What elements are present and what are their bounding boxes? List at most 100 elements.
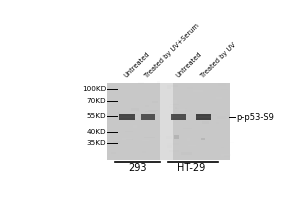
Bar [148,110,158,111]
Text: 293: 293 [128,163,147,173]
Bar [206,85,208,87]
Text: Untreated: Untreated [123,51,151,79]
Bar [152,86,157,89]
Bar [187,138,190,141]
Bar [117,112,120,114]
Text: HT-29: HT-29 [177,163,206,173]
Bar [218,83,226,86]
Bar [222,117,224,120]
Bar [171,100,177,103]
Bar [144,137,154,138]
Bar [182,152,192,155]
Bar [221,154,231,156]
Bar [183,128,192,129]
Bar [167,143,178,145]
Bar [126,139,133,140]
Bar [122,138,132,140]
Bar [171,114,186,120]
Bar [154,135,161,137]
Text: Treated by UV+Serum: Treated by UV+Serum [144,22,200,79]
Bar [119,114,135,120]
Bar [145,105,149,107]
Bar [167,87,171,89]
Bar [133,125,137,128]
Bar [220,89,228,90]
Text: Untreated: Untreated [175,51,203,79]
Bar [160,83,173,160]
Bar [106,134,110,135]
Bar [171,116,186,118]
Bar [131,108,139,111]
Bar [113,141,120,144]
Bar [175,108,187,109]
Text: 35KD: 35KD [86,140,106,146]
Bar [188,145,196,146]
Text: Treated by UV: Treated by UV [200,41,237,79]
Bar [141,117,150,119]
Bar [193,90,203,92]
Bar [134,116,138,118]
Bar [208,154,211,156]
Bar [174,135,179,139]
Bar [169,106,178,108]
Bar [117,90,121,91]
Bar [224,134,226,136]
Bar [224,155,230,157]
Text: 40KD: 40KD [86,129,106,135]
Bar [133,93,140,95]
Text: p-p53-S9: p-p53-S9 [236,113,274,122]
Bar [111,152,116,154]
Text: 100KD: 100KD [82,86,106,92]
Bar [203,131,213,132]
Bar [179,108,185,111]
Text: 55KD: 55KD [86,113,106,119]
Bar [201,138,205,140]
Bar [166,136,172,139]
Bar [148,97,159,100]
Bar [185,144,193,145]
Bar [145,111,156,112]
Bar [205,153,207,156]
Bar [206,114,217,116]
Bar [204,137,207,139]
Bar [202,121,209,124]
Bar [105,114,111,115]
Bar [139,96,145,98]
Bar [157,81,160,84]
Bar [187,87,193,89]
Bar [130,119,135,121]
Text: 70KD: 70KD [86,98,106,104]
Bar [107,83,230,160]
Bar [170,104,179,105]
Bar [106,122,115,124]
Bar [136,110,140,112]
Bar [152,101,158,103]
Bar [216,122,219,124]
Bar [108,103,112,104]
Bar [191,88,195,89]
Bar [175,107,177,109]
Bar [216,92,223,94]
Bar [138,82,144,84]
Bar [216,97,223,99]
Bar [167,145,172,148]
Bar [198,106,206,107]
Bar [130,119,133,120]
Bar [221,147,224,148]
Bar [196,114,211,120]
Bar [141,116,155,118]
Bar [210,149,219,150]
Bar [146,86,150,89]
Bar [185,110,192,112]
Bar [160,83,173,160]
Bar [167,85,178,87]
Bar [176,89,186,91]
Bar [119,116,135,118]
Bar [169,150,179,152]
Bar [142,151,146,153]
Bar [177,103,186,106]
Bar [217,116,226,119]
Bar [142,140,149,141]
Bar [196,116,211,118]
Bar [174,154,186,156]
